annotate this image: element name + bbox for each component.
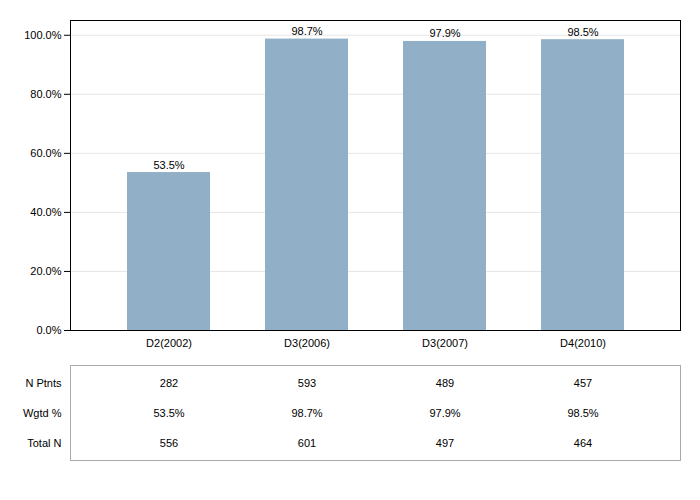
svg-text:40.0%: 40.0% xyxy=(30,206,61,218)
svg-text:Wgtd %: Wgtd % xyxy=(23,407,62,419)
svg-text:489: 489 xyxy=(436,377,454,389)
svg-text:497: 497 xyxy=(436,437,454,449)
svg-text:457: 457 xyxy=(574,377,592,389)
svg-text:53.5%: 53.5% xyxy=(153,159,184,171)
svg-text:20.0%: 20.0% xyxy=(30,265,61,277)
svg-text:D3(2006): D3(2006) xyxy=(284,337,330,349)
svg-text:601: 601 xyxy=(298,437,316,449)
svg-text:D3(2007): D3(2007) xyxy=(422,337,468,349)
svg-text:N Ptnts: N Ptnts xyxy=(25,377,62,389)
svg-text:60.0%: 60.0% xyxy=(30,147,61,159)
svg-text:464: 464 xyxy=(574,437,592,449)
svg-text:282: 282 xyxy=(160,377,178,389)
svg-text:98.7%: 98.7% xyxy=(291,25,322,37)
svg-text:556: 556 xyxy=(160,437,178,449)
svg-text:97.9%: 97.9% xyxy=(429,27,460,39)
svg-text:0.0%: 0.0% xyxy=(36,324,61,336)
svg-text:Total N: Total N xyxy=(27,437,61,449)
svg-text:97.9%: 97.9% xyxy=(429,407,460,419)
svg-text:98.5%: 98.5% xyxy=(567,26,598,38)
svg-text:D2(2002): D2(2002) xyxy=(146,337,192,349)
svg-text:80.0%: 80.0% xyxy=(30,88,61,100)
svg-text:53.5%: 53.5% xyxy=(153,407,184,419)
svg-text:100.0%: 100.0% xyxy=(24,29,62,41)
svg-text:593: 593 xyxy=(298,377,316,389)
svg-text:98.7%: 98.7% xyxy=(291,407,322,419)
svg-text:98.5%: 98.5% xyxy=(567,407,598,419)
svg-text:D4(2010): D4(2010) xyxy=(560,337,606,349)
